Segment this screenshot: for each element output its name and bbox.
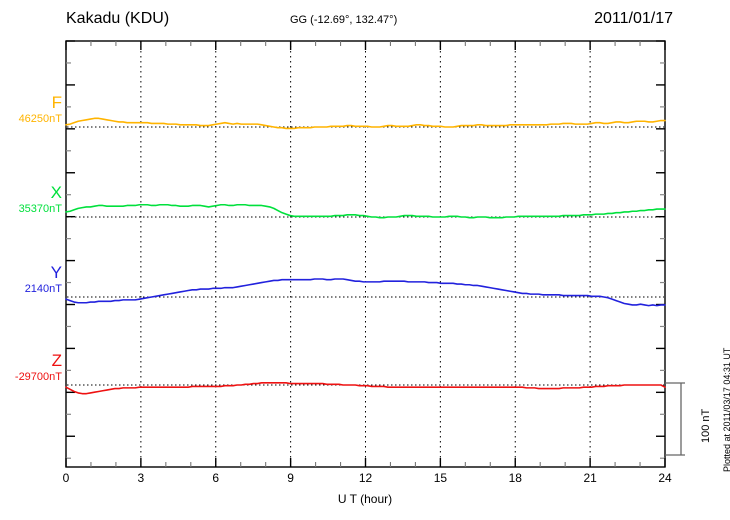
x-tick-label: 21 [583, 471, 597, 485]
trace-label-F: F 46250nT [19, 94, 62, 125]
x-tick-label: 9 [287, 471, 294, 485]
trace-symbol-Y: Y [50, 263, 62, 282]
trace-Y [65, 278, 666, 307]
trace-X [65, 203, 666, 219]
x-tick-label: 3 [137, 471, 145, 485]
trace-baseline-value-X: 35370nT [18, 203, 62, 215]
trace-baseline-value-F: 46250nT [18, 113, 62, 125]
trace-label-X: X 35370nT [19, 184, 62, 215]
observation-date: 2011/01/17 [594, 10, 673, 27]
x-axis-title: U T (hour) [337, 492, 393, 506]
plotted-timestamp: Plotted at 2011/03/17 04:31 UT [722, 347, 730, 472]
trace-Z [65, 382, 666, 395]
x-tick-label: 15 [433, 471, 448, 485]
trace-baseline-value-Y: 2140nT [24, 283, 62, 295]
scale-bar-label: 100 nT [700, 408, 712, 443]
x-tick-label: 24 [658, 471, 672, 485]
x-tick-label: 18 [508, 471, 522, 485]
trace-symbol-Z: Z [51, 351, 62, 370]
trace-symbol-X: X [50, 183, 62, 202]
page-title: Kakadu (KDU) [66, 10, 170, 27]
trace-label-Y: Y 2140nT [25, 264, 62, 295]
trace-baseline-value-Z: -29700nT [14, 371, 62, 383]
trace-label-Z: Z -29700nT [15, 352, 62, 383]
x-tick-label: 12 [358, 471, 373, 485]
x-tick-label: 0 [62, 471, 70, 485]
trace-symbol-F: F [51, 93, 62, 112]
trace-F [65, 117, 666, 130]
x-tick-label: 6 [212, 471, 220, 485]
plot-frame [65, 40, 666, 468]
geographic-coordinates: GG (-12.69°, 132.47°) [290, 14, 398, 26]
